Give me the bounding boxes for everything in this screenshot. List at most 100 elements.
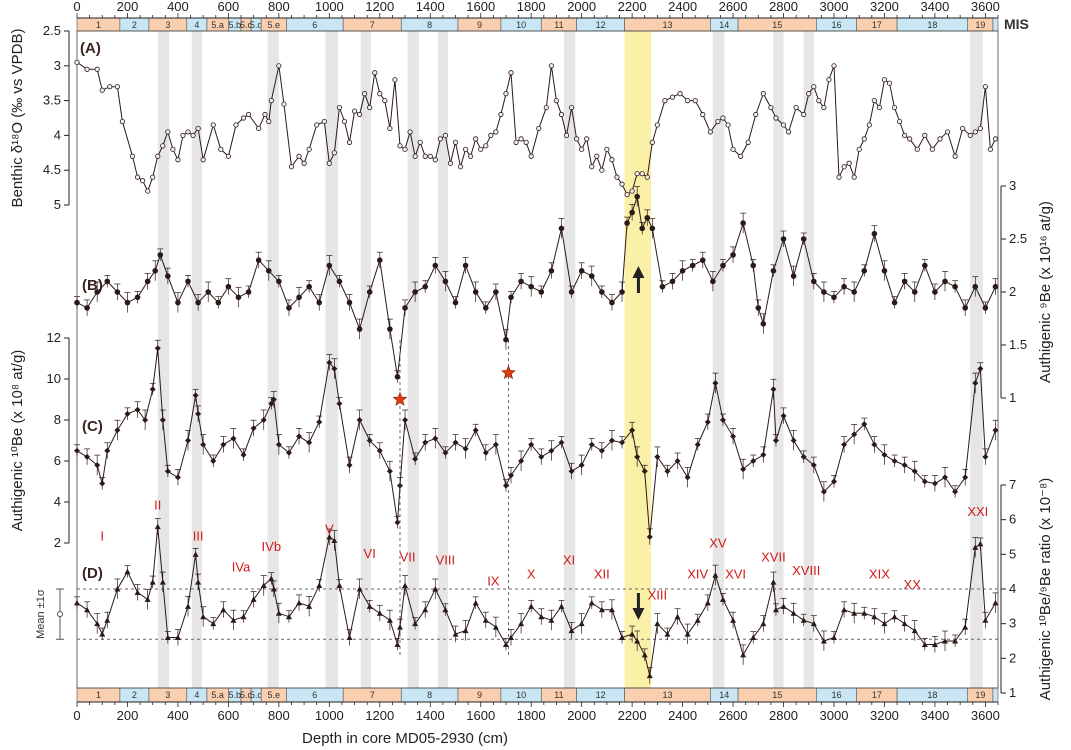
data-point (619, 634, 626, 641)
data-point (215, 299, 222, 306)
series-D (74, 518, 999, 684)
data-point (921, 641, 928, 647)
x-tick-label-bottom: 400 (167, 708, 189, 723)
x-tick-label-bottom: 2800 (769, 708, 798, 723)
axes: 0020020040040060060080080010001000120012… (9, 0, 1054, 723)
excursion-label: XV (709, 535, 727, 550)
data-point (260, 417, 267, 423)
x-tick-label-bottom: 2400 (668, 708, 697, 723)
data-point (942, 638, 949, 644)
data-point (768, 104, 774, 111)
data-point (712, 572, 719, 578)
data-point (800, 617, 807, 623)
data-point (750, 634, 757, 641)
data-point (881, 267, 888, 274)
data-point (402, 582, 409, 589)
data-point (472, 427, 479, 434)
data-point (518, 620, 525, 627)
data-point (538, 289, 545, 295)
data-point (634, 171, 640, 177)
data-point (462, 146, 469, 152)
data-point (346, 634, 353, 641)
data-point (432, 435, 439, 442)
data-point (417, 139, 423, 145)
data-point (911, 468, 918, 475)
data-point (175, 157, 181, 163)
data-point (174, 474, 181, 481)
excursion-label: VI (364, 546, 376, 561)
mis-stage-label: 12 (596, 690, 606, 700)
data-point (826, 77, 832, 83)
data-point (74, 299, 80, 306)
mis-stage-label: 6 (312, 20, 317, 30)
y-tick-label-D: 7 (1009, 477, 1016, 492)
data-point (185, 603, 192, 609)
grey-band (803, 31, 814, 688)
shading-bands (157, 31, 983, 688)
data-point (140, 178, 146, 184)
data-point (462, 627, 469, 634)
mis-stage-label: 13 (662, 690, 672, 700)
x-tick-label-bottom: 2000 (567, 708, 596, 723)
data-point (336, 400, 343, 407)
mis-stage-label: 8 (427, 690, 432, 700)
y-axis-label-C: Authigenic ¹⁰Be (x 10⁸ at/g) (9, 350, 26, 532)
data-point (472, 289, 479, 295)
data-point (230, 617, 237, 623)
data-point (185, 437, 192, 444)
mis-stage-label: 8 (427, 20, 432, 30)
mis-stage-label: 13 (662, 20, 672, 30)
data-point (326, 160, 332, 166)
data-point (646, 533, 653, 540)
data-point (960, 125, 966, 132)
data-point (922, 132, 928, 138)
mis-stage-label: 1 (96, 20, 101, 30)
mis-stage-label: 18 (927, 20, 937, 30)
data-point (659, 283, 666, 290)
mis-stage-label: 5.e (268, 690, 281, 700)
data-point (346, 462, 353, 469)
y-axis-label-A: Benthic δ¹⁸O (‰ vs VPDB) (9, 29, 26, 208)
data-point (745, 139, 751, 145)
data-point (952, 488, 959, 495)
data-point (820, 638, 827, 644)
data-point (457, 164, 464, 170)
data-point (296, 599, 303, 606)
data-point (296, 153, 302, 159)
data-point (911, 627, 918, 634)
data-point (94, 462, 101, 469)
data-point (753, 111, 759, 118)
data-point (654, 453, 661, 460)
grey-band (970, 31, 983, 688)
mis-stage-label: 1 (96, 690, 101, 700)
data-point (563, 132, 570, 138)
data-point (357, 111, 363, 118)
excursion-label: XVI (725, 567, 746, 582)
data-point (719, 417, 726, 423)
data-point (987, 146, 994, 152)
series-A (74, 59, 999, 198)
data-point (149, 579, 156, 585)
data-point (629, 427, 636, 434)
data-point (977, 125, 983, 132)
data-point (846, 160, 852, 166)
data-point (412, 153, 418, 159)
data-point (871, 613, 878, 620)
data-point (962, 624, 969, 630)
data-point (704, 419, 711, 426)
x-tick-label-top: 2600 (719, 0, 748, 14)
data-point (412, 620, 419, 627)
data-point (134, 174, 141, 180)
arrow-up-head (632, 266, 645, 278)
data-point (437, 136, 443, 142)
data-point (962, 474, 969, 481)
data-point (99, 87, 105, 93)
data-point (154, 523, 161, 530)
x-tick-label-bottom: 1600 (466, 708, 495, 723)
data-point (200, 613, 207, 620)
data-point (730, 433, 737, 440)
data-point (170, 146, 176, 152)
data-point (982, 453, 989, 460)
excursion-label: X (527, 567, 536, 582)
